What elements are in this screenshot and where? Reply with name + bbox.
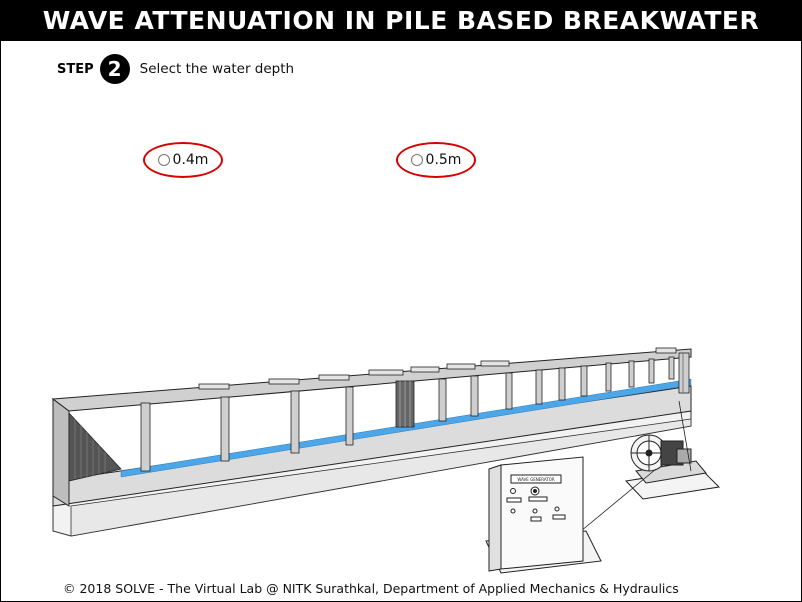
wave-motor-unit (624, 434, 721, 500)
water-channel (120, 378, 692, 478)
depth-radio-0-5m[interactable] (410, 154, 423, 166)
wave-paddle (678, 352, 690, 394)
step-instruction: Select the water depth (139, 61, 295, 77)
control-panel-label: WAVE GENERATOR (517, 477, 555, 482)
step-number-badge: 2 (99, 54, 130, 84)
page-title: WAVE ATTENUATION IN PILE BASED BREAKWATE… (1, 1, 801, 41)
step-label: STEP (57, 61, 94, 77)
footer-copyright: © 2018 SOLVE - The Virtual Lab @ NITK Su… (63, 581, 679, 596)
top-rail (51, 348, 692, 412)
control-panel (485, 456, 602, 574)
top-crossbars (198, 347, 677, 390)
left-end-wall (52, 398, 70, 507)
step-indicator: STEP 2 Select the water depth (57, 54, 295, 84)
depth-radio-0-4m[interactable] (157, 154, 170, 166)
wave-flume-illustration: WAVE GENERATOR (51, 347, 721, 574)
depth-option-0-5m[interactable]: 0.5m (396, 142, 476, 178)
depth-option-0-4m[interactable]: 0.4m (143, 142, 223, 178)
pile-breakwater (395, 380, 415, 428)
depth-option-label: 0.4m (172, 152, 209, 168)
wave-absorber (68, 411, 122, 482)
depth-option-label: 0.5m (425, 152, 462, 168)
